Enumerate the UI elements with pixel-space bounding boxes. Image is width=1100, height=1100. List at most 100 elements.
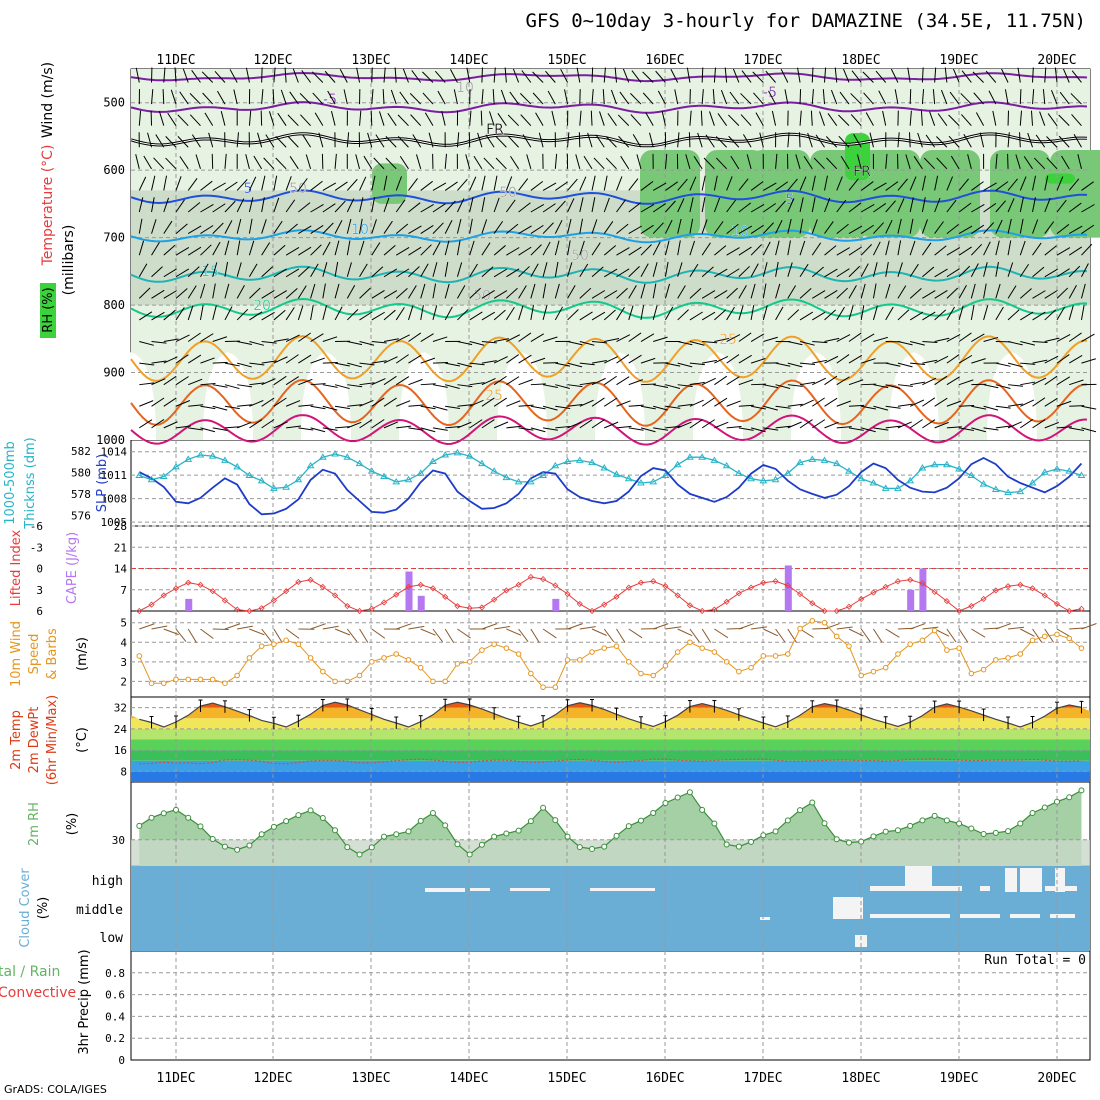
wind-barb	[567, 132, 570, 148]
wind-barb-10m	[346, 628, 358, 643]
wind-barb	[187, 225, 202, 235]
rh-point	[894, 827, 901, 834]
wind-barb	[970, 243, 983, 256]
day-label-top: 15DEC	[547, 53, 586, 68]
wind-barb	[383, 67, 386, 83]
wind-barb	[848, 178, 859, 191]
wind-barb	[236, 285, 245, 299]
rh-point	[882, 828, 889, 835]
pressure-axis-title: (millibars)	[61, 225, 77, 296]
rh-point	[809, 799, 816, 806]
wind-barb	[958, 332, 972, 342]
temp-bands	[131, 702, 1090, 782]
li-point	[540, 576, 547, 583]
wind-barb-10m	[653, 623, 669, 630]
rh-point	[442, 822, 449, 829]
wind-barb	[371, 341, 387, 344]
thk-tick-label: 576	[71, 509, 91, 522]
rh-point	[478, 841, 485, 848]
wind-barb	[807, 132, 813, 148]
li-point	[735, 590, 742, 597]
wind-barb	[869, 132, 874, 148]
wind-barb	[1044, 175, 1049, 191]
contour-label: FR	[486, 122, 504, 138]
wind-barb	[547, 90, 556, 105]
wind-barb	[616, 425, 632, 429]
wind-barb	[873, 384, 889, 389]
wind-barb	[775, 219, 783, 234]
wind-barb	[212, 336, 228, 342]
wind-tick-label: 4	[120, 636, 127, 649]
rh-point	[356, 851, 363, 858]
wind-barb-10m	[175, 628, 187, 642]
wind-barb	[909, 89, 912, 105]
wind-barb	[298, 266, 310, 278]
wind-barb	[469, 399, 484, 407]
wind-barb-10m	[922, 626, 939, 630]
wind-barb	[616, 223, 629, 234]
wind-barb	[153, 157, 165, 170]
contour-label: FR	[853, 164, 871, 180]
wind-barb-10m	[848, 628, 864, 637]
temp-contour-minus5-lower	[130, 101, 1088, 114]
rh-point	[943, 817, 950, 824]
wind-barb	[970, 283, 976, 299]
cloud-patch	[1055, 868, 1065, 892]
wind-barb	[214, 70, 226, 83]
wind-barb	[946, 376, 960, 386]
wind-barb	[408, 202, 421, 213]
wind-barb	[224, 200, 236, 213]
wind-barb	[492, 89, 495, 105]
wind-barb	[812, 419, 826, 429]
thk-tick-label: 580	[71, 466, 91, 479]
wind-barb	[135, 154, 140, 169]
wind-barb	[273, 309, 286, 321]
y-tick-label: 900	[103, 366, 125, 380]
wind-barb	[971, 358, 986, 364]
wind-barb	[285, 268, 300, 278]
precip-tick-label: 0.6	[105, 989, 125, 1002]
wind-barb	[738, 404, 754, 407]
wind-barb	[236, 198, 245, 213]
wind-barb	[616, 334, 631, 342]
li-point	[478, 604, 485, 611]
wind-barb	[322, 405, 338, 411]
wind-barb	[848, 332, 862, 342]
wind-barb	[715, 157, 727, 170]
wind-barb	[567, 178, 578, 191]
li-point	[234, 606, 241, 613]
wind-barb	[408, 178, 418, 191]
wind-barb	[1056, 287, 1069, 299]
wind-barb	[701, 197, 706, 213]
rh-moist-area	[750, 149, 810, 238]
wind-barb	[665, 405, 681, 409]
wind-barb	[481, 219, 488, 234]
slp-line	[138, 456, 1083, 516]
wind-barb	[860, 263, 869, 277]
wind-barb	[204, 112, 214, 126]
wind-barb	[261, 341, 277, 344]
wind-barb	[677, 240, 681, 256]
wind-barb	[261, 397, 275, 407]
wind-barb	[1007, 218, 1012, 234]
wind-barb	[934, 421, 949, 429]
day-label-bottom: 11DEC	[156, 1071, 195, 1086]
wind-barb	[522, 134, 532, 148]
wind-barb	[249, 382, 265, 386]
wind-barb	[714, 397, 728, 407]
cloud-patch	[1020, 868, 1032, 892]
wind-speed-point	[944, 647, 950, 653]
wind-barb	[1030, 110, 1034, 126]
rh-point	[833, 836, 840, 843]
wind-barb	[200, 263, 209, 278]
rh-point	[1029, 809, 1036, 816]
chart-title: GFS 0~10day 3-hourly for DAMAZINE (34.5E…	[525, 10, 1086, 32]
thickness-point	[906, 476, 915, 484]
wind-barb	[860, 181, 874, 191]
thickness-point	[930, 460, 939, 468]
footer-credit: GrADS: COLA/IGES	[4, 1083, 107, 1096]
rh-moist-area	[860, 149, 920, 238]
thickness-point	[1065, 467, 1074, 474]
wind-barb	[456, 132, 460, 148]
wind-barb	[714, 337, 730, 343]
